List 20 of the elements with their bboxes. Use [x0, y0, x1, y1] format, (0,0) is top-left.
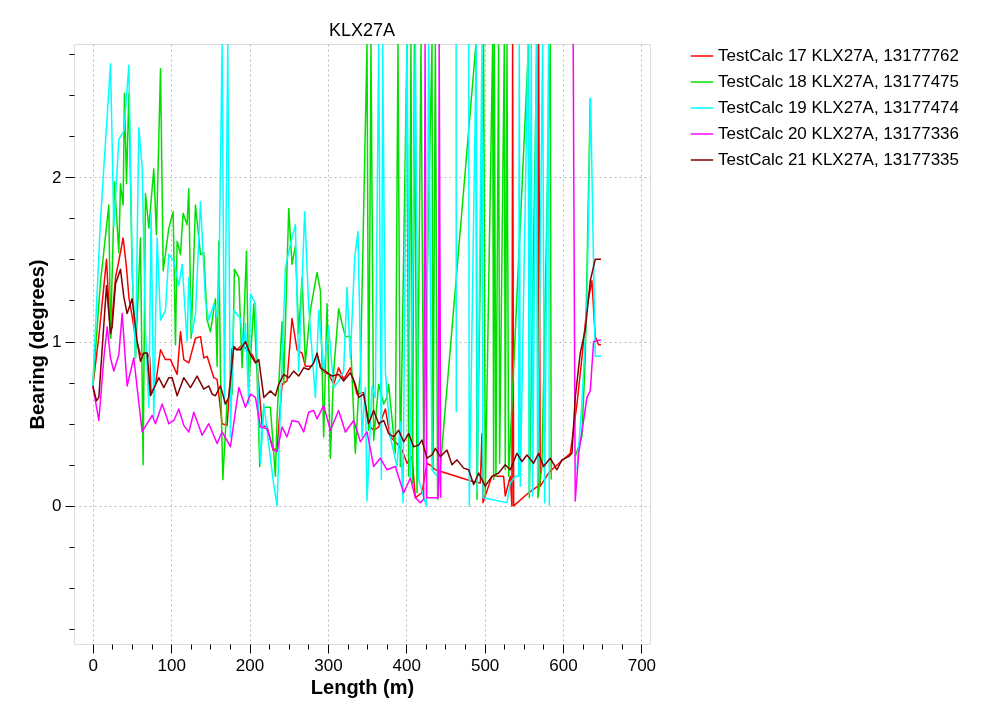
x-tick-label: 400	[392, 655, 421, 675]
y-tick-label: 0	[52, 496, 62, 516]
x-tick-label: 600	[549, 655, 578, 675]
chart-title: KLX27A	[328, 20, 396, 40]
x-tick-label: 300	[314, 655, 343, 675]
line-series	[92, 258, 602, 487]
x-tick-label: 200	[235, 655, 265, 675]
legend-label: TestCalc 18 KLX27A, 13177475	[718, 72, 960, 91]
x-tick-label: 700	[627, 655, 657, 675]
legend-label: TestCalc 17 KLX27A, 13177762	[718, 46, 960, 65]
x-tick-label: 100	[157, 655, 186, 675]
x-tick-label: 0	[88, 655, 99, 675]
y-tick-label: 1	[52, 332, 62, 352]
y-tick-label: 2	[52, 167, 62, 187]
legend-label: TestCalc 21 KLX27A, 13177335	[718, 150, 960, 169]
x-tick-label: 500	[470, 655, 500, 675]
y-axis-title: Bearing (degrees)	[26, 259, 49, 430]
legend-label: TestCalc 20 KLX27A, 13177336	[718, 124, 960, 143]
legend-label: TestCalc 19 KLX27A, 13177474	[718, 98, 960, 117]
x-axis-title: Length (m)	[310, 675, 415, 698]
